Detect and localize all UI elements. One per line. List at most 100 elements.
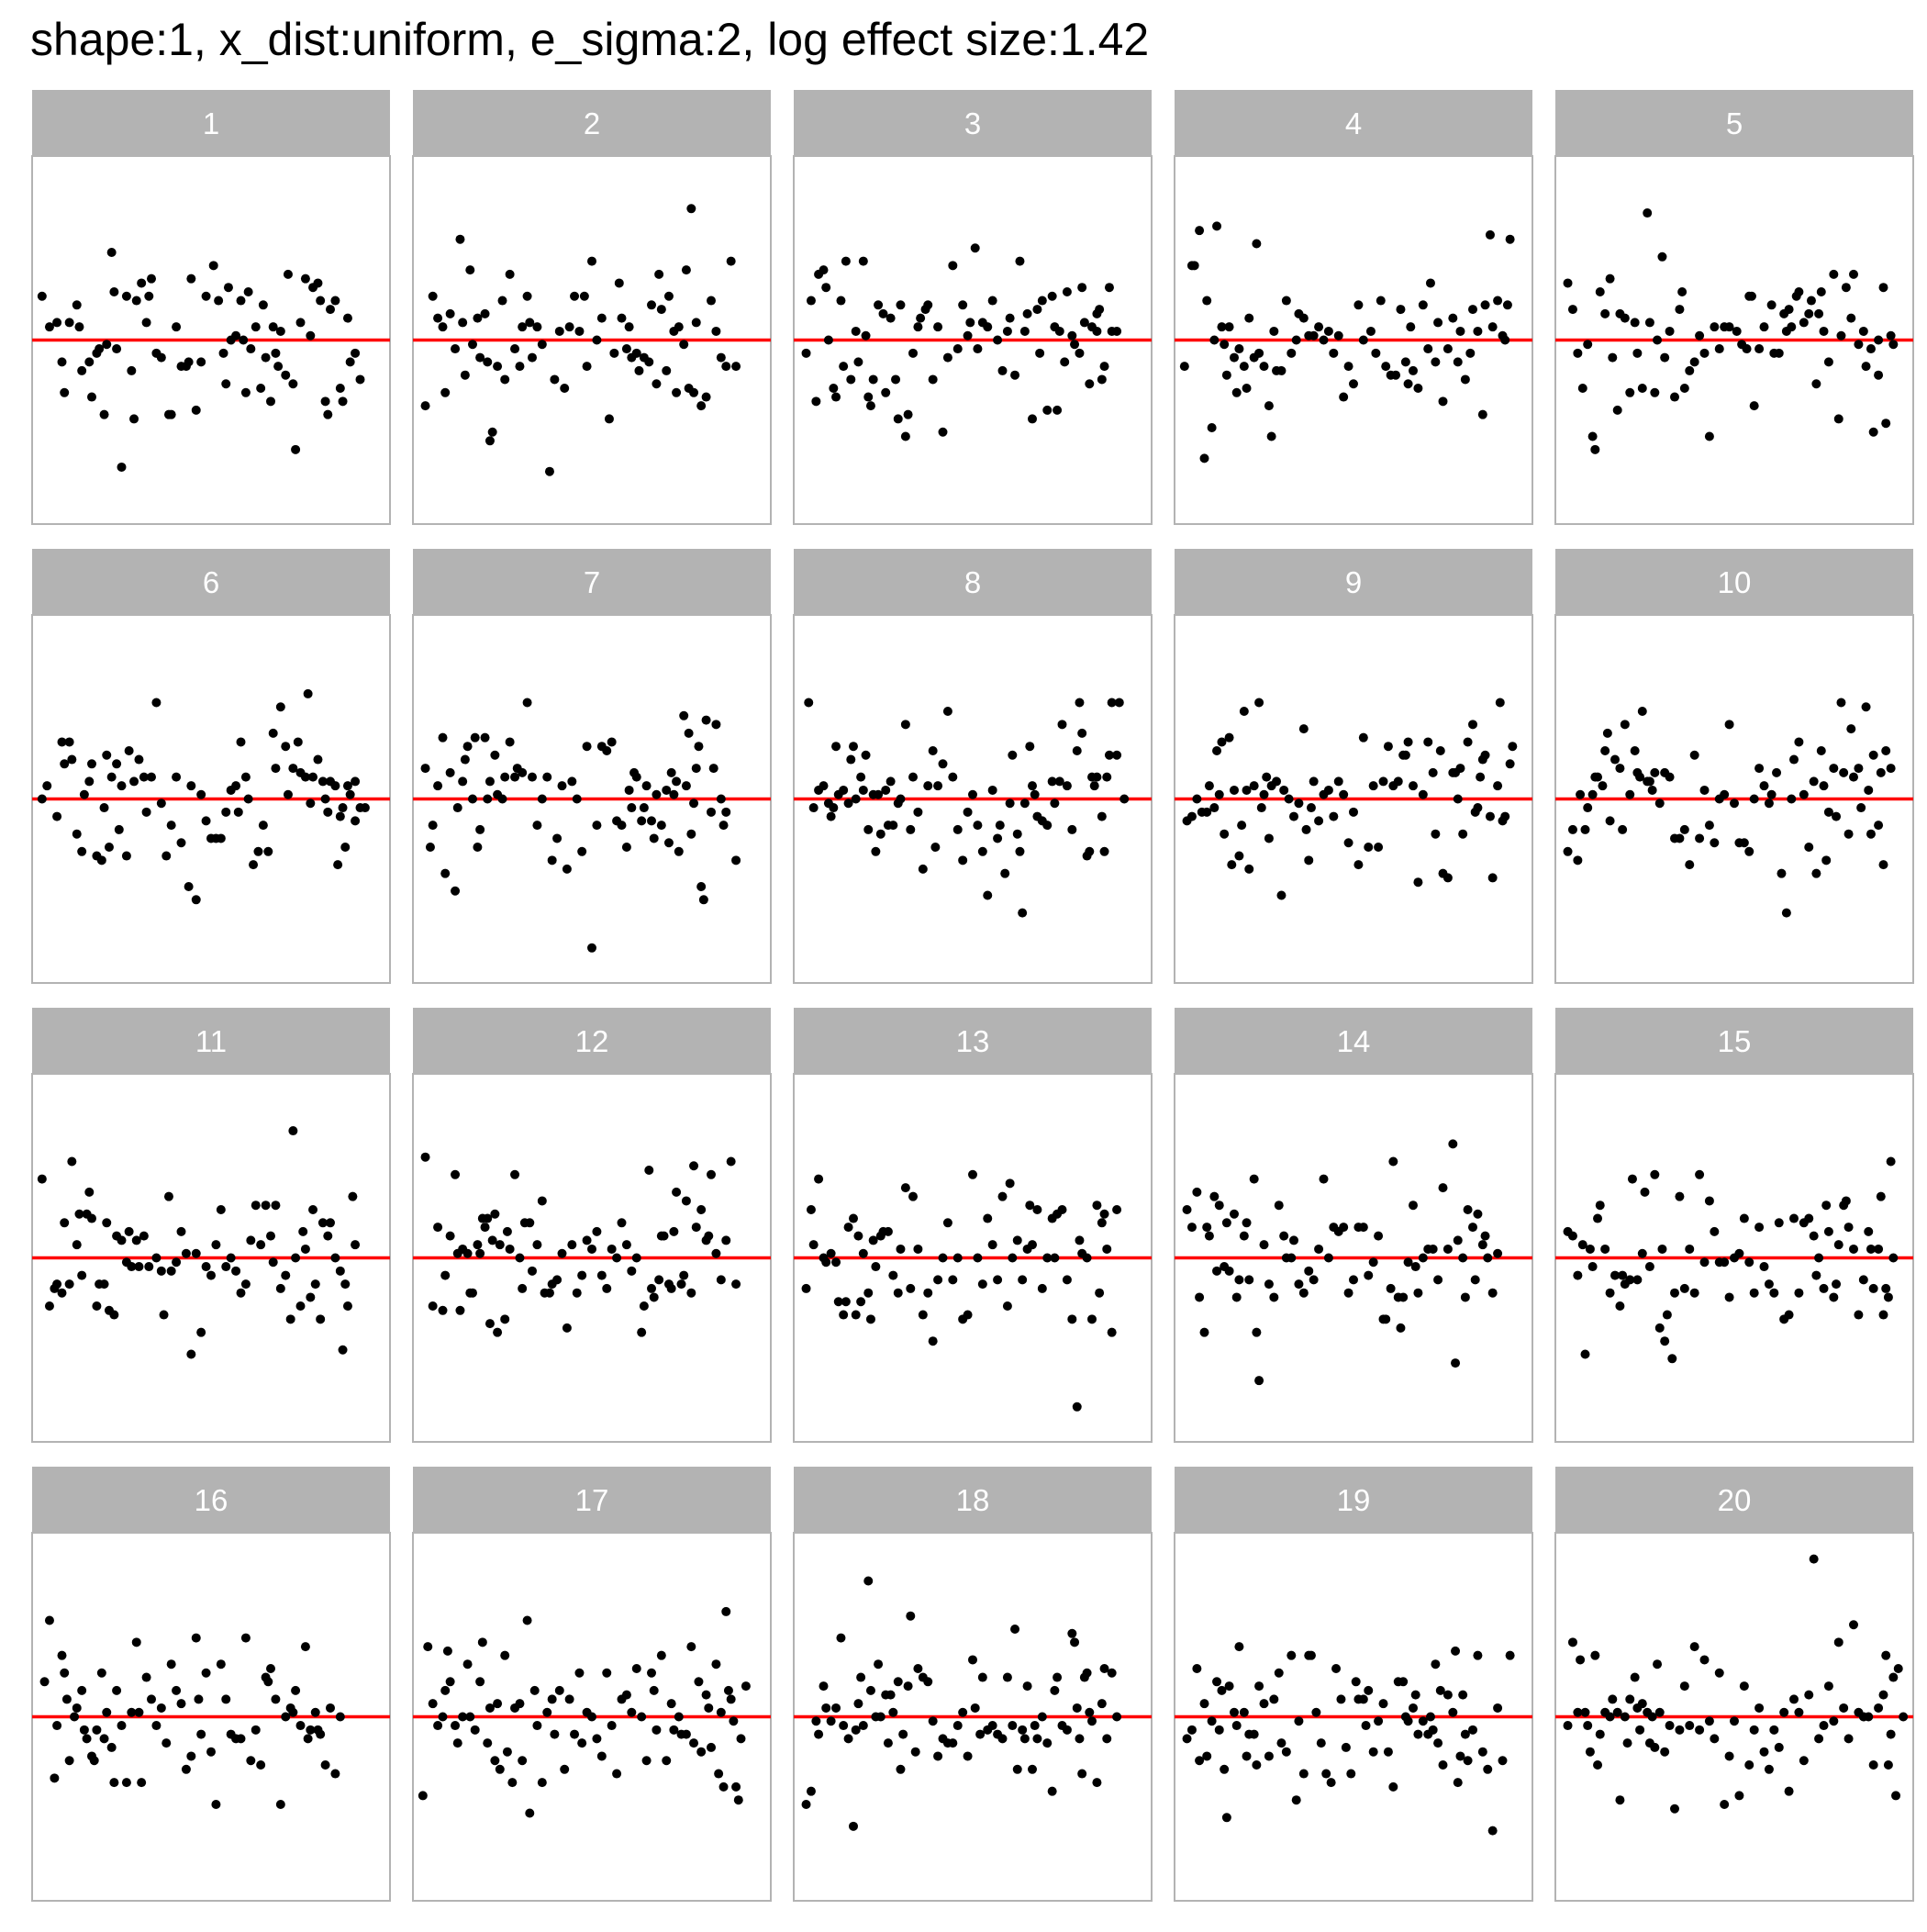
data-point bbox=[567, 776, 577, 787]
data-point bbox=[1192, 1663, 1202, 1673]
data-point bbox=[144, 1262, 154, 1272]
data-point bbox=[552, 833, 563, 843]
data-point bbox=[74, 1209, 84, 1219]
data-point bbox=[843, 1734, 853, 1744]
data-point bbox=[1398, 1292, 1409, 1302]
data-point bbox=[82, 1734, 92, 1744]
data-point bbox=[1028, 781, 1037, 791]
data-point bbox=[1365, 326, 1376, 336]
data-point bbox=[1505, 759, 1515, 769]
data-point bbox=[522, 291, 532, 301]
data-point bbox=[681, 265, 691, 275]
data-point bbox=[681, 781, 691, 791]
data-point bbox=[1413, 877, 1423, 888]
data-point bbox=[721, 1606, 731, 1616]
data-point bbox=[833, 1297, 843, 1307]
data-point bbox=[480, 308, 490, 318]
data-point bbox=[141, 318, 151, 328]
data-point bbox=[440, 1685, 451, 1695]
data-point bbox=[582, 1235, 592, 1245]
data-point bbox=[1854, 764, 1864, 774]
data-point bbox=[1234, 344, 1244, 354]
data-point bbox=[1811, 868, 1821, 878]
data-point bbox=[1418, 1253, 1428, 1263]
data-point bbox=[1287, 348, 1297, 358]
data-point bbox=[1485, 811, 1495, 821]
data-point bbox=[1854, 1310, 1864, 1320]
data-point bbox=[483, 794, 493, 804]
data-point bbox=[1037, 1712, 1047, 1722]
data-point bbox=[1846, 313, 1856, 323]
data-point bbox=[1809, 1231, 1819, 1241]
data-point bbox=[1759, 781, 1769, 791]
data-point bbox=[696, 401, 707, 411]
data-point bbox=[1829, 764, 1839, 774]
data-point bbox=[1460, 1729, 1470, 1739]
data-point bbox=[1102, 772, 1112, 782]
data-point bbox=[1498, 1756, 1508, 1766]
data-point bbox=[249, 860, 259, 870]
data-point bbox=[1704, 431, 1714, 441]
data-point bbox=[1425, 278, 1435, 288]
data-point bbox=[686, 829, 696, 839]
data-point bbox=[1221, 1813, 1231, 1823]
facet-panel-20: 20 bbox=[1554, 1467, 1914, 1902]
data-point bbox=[997, 1734, 1008, 1744]
data-point bbox=[1864, 1226, 1874, 1236]
data-point bbox=[1087, 1314, 1097, 1324]
data-point bbox=[948, 1738, 958, 1748]
data-point bbox=[843, 798, 853, 809]
data-point bbox=[114, 824, 124, 834]
data-point bbox=[1749, 401, 1759, 411]
data-point bbox=[811, 396, 821, 407]
facet-panel-6: 6 bbox=[31, 549, 391, 984]
data-point bbox=[462, 742, 473, 752]
data-point bbox=[1339, 789, 1349, 799]
data-point bbox=[121, 851, 131, 861]
data-point bbox=[151, 1721, 162, 1731]
data-point bbox=[221, 1694, 231, 1704]
data-point bbox=[836, 296, 846, 306]
data-point bbox=[281, 1270, 291, 1280]
data-point bbox=[206, 1747, 216, 1757]
data-point bbox=[335, 811, 345, 821]
data-point bbox=[1794, 286, 1804, 296]
data-point bbox=[72, 1240, 82, 1250]
data-point bbox=[806, 1204, 816, 1214]
data-point bbox=[858, 785, 868, 795]
data-point bbox=[1298, 1288, 1309, 1298]
data-point bbox=[1107, 1327, 1117, 1337]
data-point bbox=[1590, 1650, 1600, 1660]
data-point bbox=[933, 1751, 943, 1761]
data-point bbox=[236, 296, 246, 306]
data-point bbox=[1418, 789, 1428, 799]
data-point bbox=[1309, 330, 1319, 341]
data-point bbox=[1605, 274, 1615, 284]
data-point bbox=[64, 1756, 74, 1766]
data-point bbox=[1463, 1756, 1473, 1766]
data-point bbox=[806, 296, 816, 306]
data-point bbox=[1010, 1625, 1020, 1635]
data-point bbox=[251, 1725, 261, 1735]
facet-strip-label: 6 bbox=[203, 565, 219, 599]
data-point bbox=[701, 1690, 711, 1700]
data-point bbox=[1289, 811, 1298, 821]
data-point bbox=[631, 1253, 641, 1263]
data-point bbox=[532, 821, 542, 831]
data-point bbox=[266, 1663, 275, 1673]
data-point bbox=[679, 340, 689, 350]
data-point bbox=[1231, 1292, 1242, 1302]
data-point bbox=[849, 742, 858, 752]
data-point bbox=[607, 1244, 617, 1254]
data-point bbox=[330, 296, 340, 306]
data-point bbox=[1082, 1668, 1092, 1678]
data-point bbox=[106, 772, 117, 782]
data-point bbox=[1799, 789, 1809, 799]
data-point bbox=[1112, 1204, 1122, 1214]
data-point bbox=[741, 1681, 751, 1692]
data-point bbox=[1493, 1248, 1503, 1258]
data-point bbox=[1037, 296, 1047, 306]
data-point bbox=[1839, 1703, 1849, 1713]
data-point bbox=[1386, 1283, 1396, 1293]
data-point bbox=[1028, 414, 1037, 424]
